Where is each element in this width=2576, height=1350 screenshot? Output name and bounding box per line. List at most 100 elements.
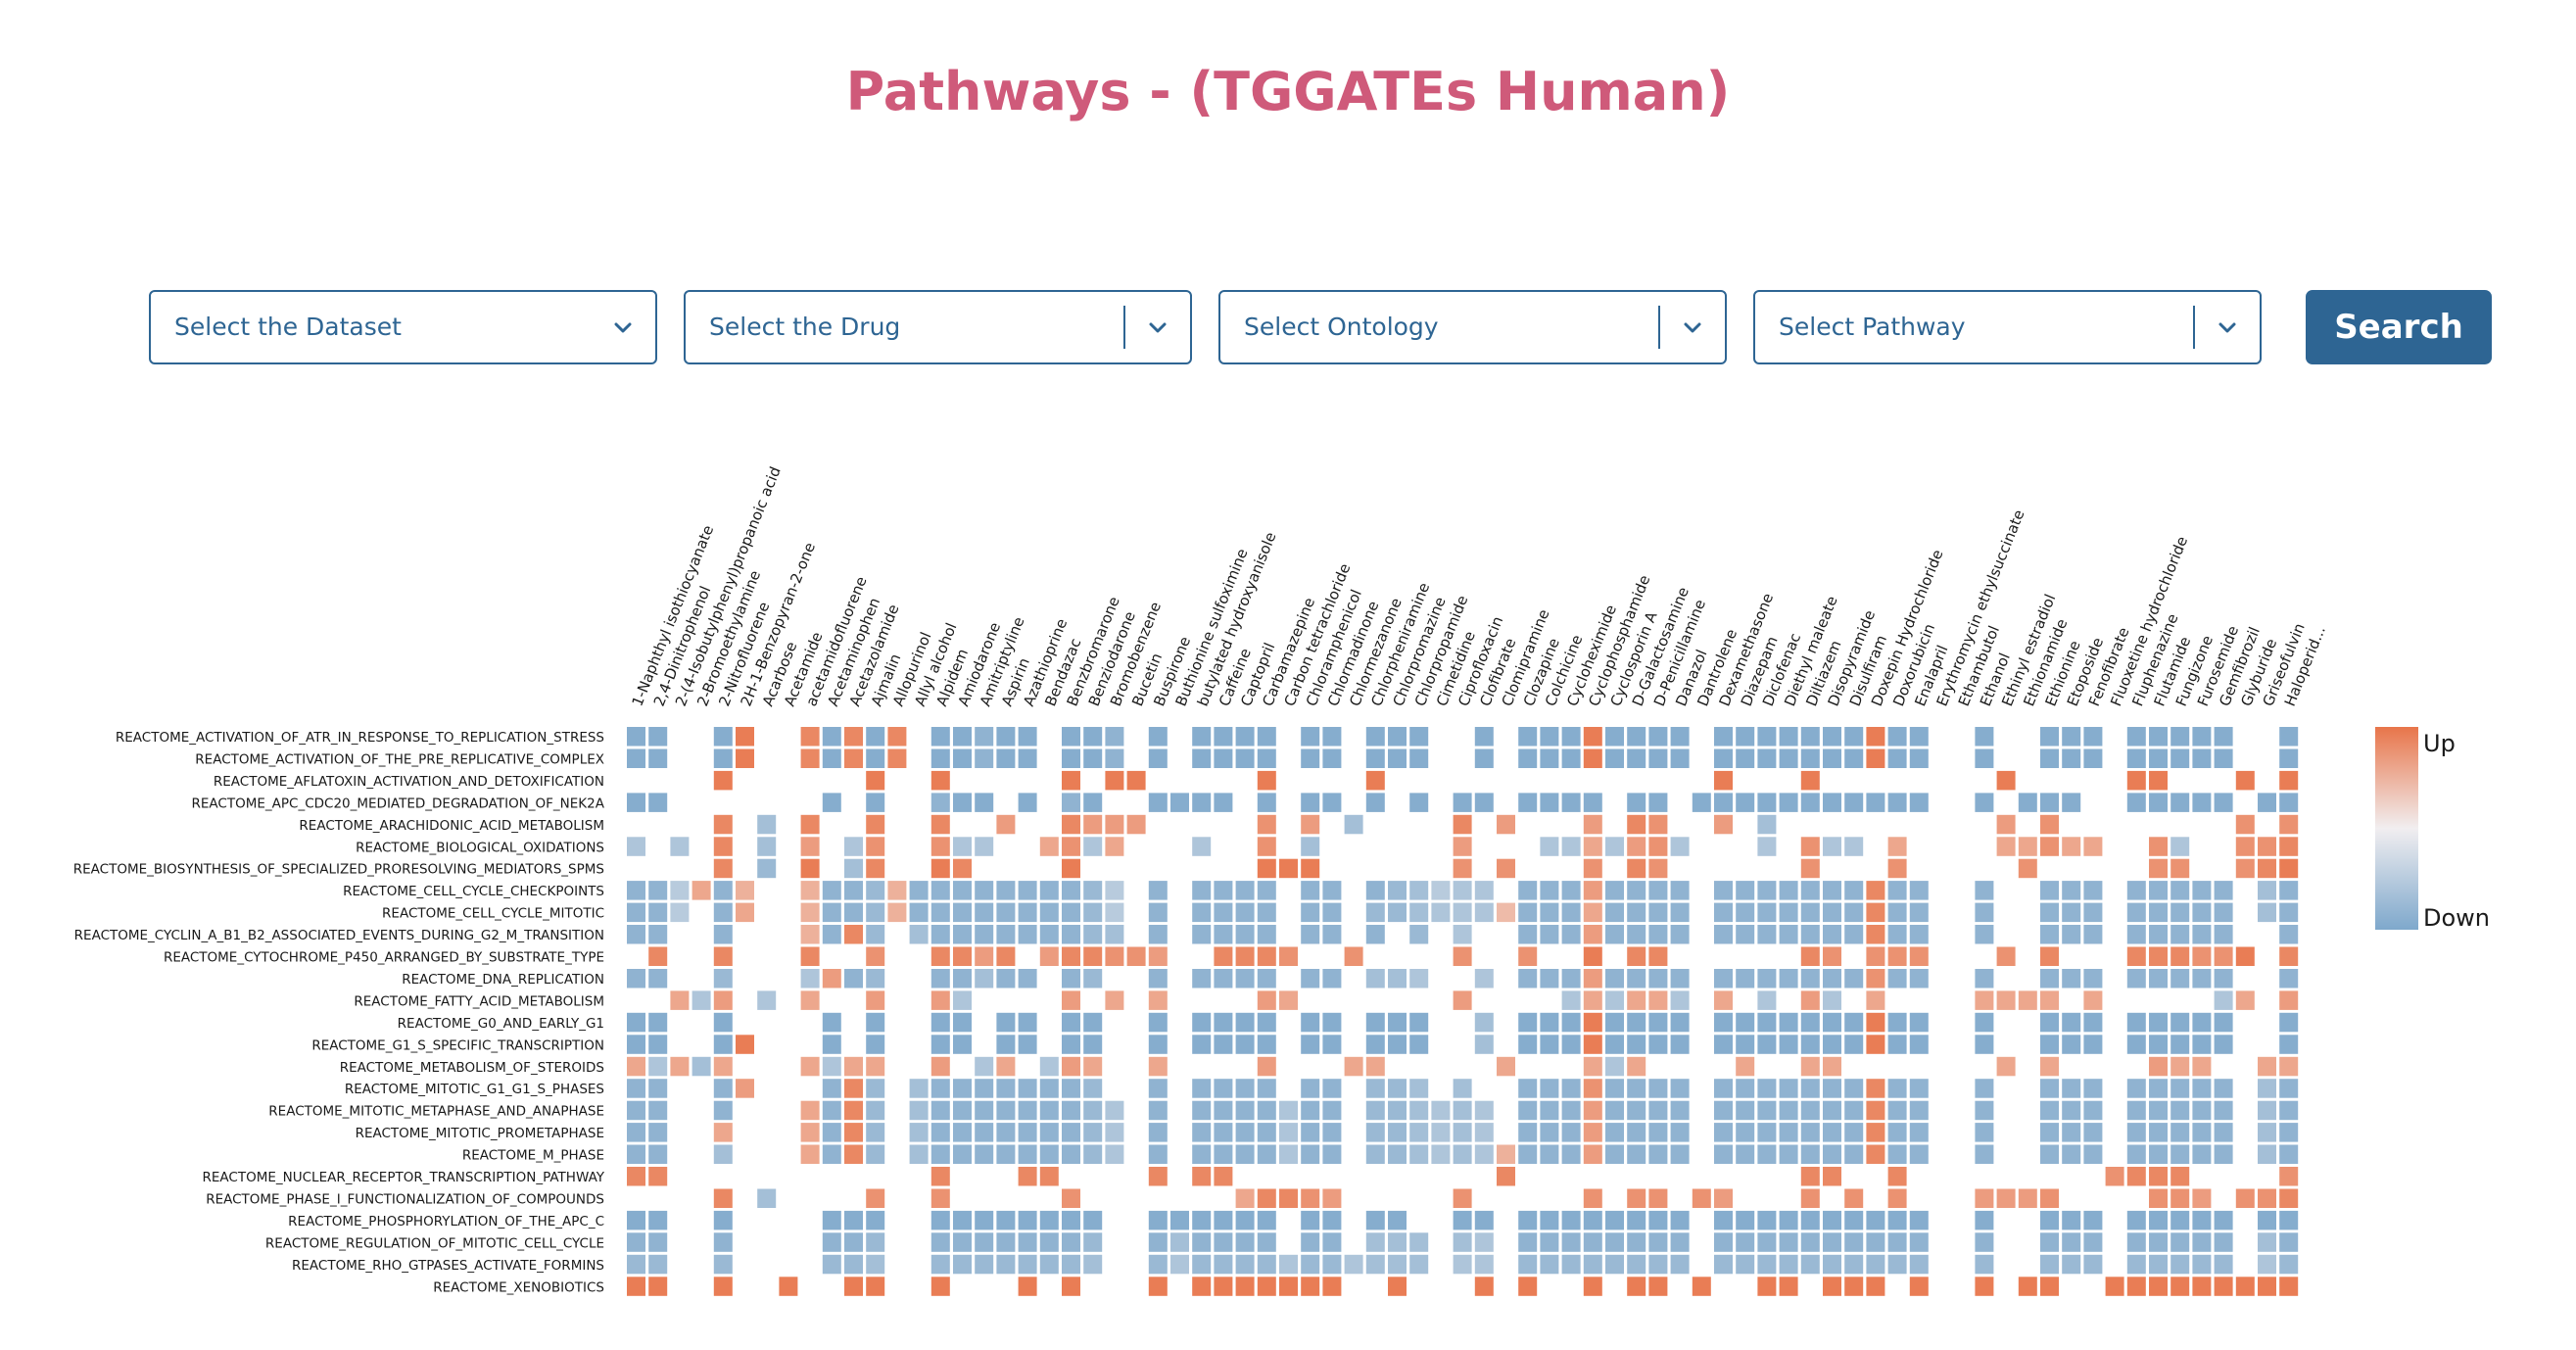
heatmap-cell — [930, 1079, 950, 1098]
heatmap-cell — [1453, 1079, 1472, 1098]
heatmap-cell — [996, 902, 1016, 923]
heatmap-cell — [1431, 1123, 1451, 1142]
heatmap-cell — [844, 881, 863, 900]
heatmap-cell — [975, 1210, 994, 1230]
heatmap-cell — [2214, 881, 2233, 900]
heatmap-cell — [713, 748, 733, 768]
heatmap-cell — [1866, 881, 1885, 900]
heatmap-cell — [1062, 1232, 1080, 1252]
heatmap-cell — [1670, 1123, 1690, 1142]
heatmap-cell — [1453, 902, 1472, 923]
heatmap-cell — [1757, 748, 1777, 768]
row-label: REACTOME_M_PHASE — [462, 1148, 604, 1164]
heatmap-cell — [1561, 1012, 1581, 1033]
heatmap-cell — [1800, 1056, 1820, 1077]
chevron-down-icon[interactable] — [1678, 313, 1707, 343]
heatmap-cell — [1039, 1056, 1059, 1077]
heatmap-cell — [1148, 1035, 1168, 1054]
heatmap-cell — [713, 902, 733, 923]
heatmap-cell — [1800, 969, 1820, 988]
heatmap-cell — [2192, 902, 2212, 923]
heatmap-cell — [2214, 990, 2233, 1010]
heatmap-cell — [1148, 881, 1168, 900]
heatmap-cell — [887, 881, 907, 900]
heatmap-cell — [844, 969, 863, 988]
heatmap-cell — [1648, 837, 1668, 856]
heatmap-cell — [1062, 946, 1080, 966]
heatmap-cell — [1083, 1079, 1103, 1098]
dataset-select[interactable]: Select the Dataset — [149, 290, 657, 364]
heatmap-cell — [1909, 1144, 1929, 1164]
heatmap-cell — [2235, 858, 2255, 879]
heatmap-cell — [1214, 793, 1233, 812]
heatmap-cell — [1105, 727, 1124, 747]
heatmap-cell — [2214, 1100, 2233, 1121]
heatmap-cell — [2171, 881, 2190, 900]
heatmap-cell — [1497, 1056, 1515, 1077]
heatmap-cell — [1322, 793, 1342, 812]
heatmap-cell — [1561, 727, 1581, 747]
heatmap-cell — [1583, 727, 1602, 747]
heatmap-cell — [1800, 837, 1820, 856]
heatmap-cell — [1887, 1012, 1907, 1033]
ontology-select[interactable]: Select Ontology — [1218, 290, 1727, 364]
heatmap-cell — [822, 1056, 841, 1077]
heatmap-cell — [1561, 1100, 1581, 1121]
heatmap-cell — [1518, 1123, 1538, 1142]
heatmap-cell — [1105, 881, 1124, 900]
heatmap-cell — [975, 727, 994, 747]
heatmap-cell — [1844, 881, 1864, 900]
heatmap-cell — [2192, 1144, 2212, 1164]
heatmap-cell — [627, 1100, 645, 1121]
heatmap-cell — [1714, 727, 1733, 747]
heatmap-cell — [1062, 748, 1080, 768]
heatmap-cell — [1692, 1188, 1711, 1208]
heatmap-cell — [1235, 1277, 1255, 1296]
heatmap-cell — [1062, 814, 1080, 835]
heatmap-cell — [2083, 1012, 2103, 1033]
heatmap-cell — [1388, 1254, 1407, 1275]
heatmap-cell — [996, 1079, 1016, 1098]
heatmap-cell — [2062, 727, 2081, 747]
heatmap-cell — [1388, 1035, 1407, 1054]
heatmap-cell — [1518, 793, 1538, 812]
heatmap-cell — [2040, 902, 2059, 923]
heatmap-cell — [866, 946, 885, 966]
heatmap-cell — [996, 1232, 1016, 1252]
heatmap-cell — [975, 837, 994, 856]
heatmap-cell — [2126, 1232, 2146, 1252]
heatmap-cell — [2126, 902, 2146, 923]
heatmap-cell — [1365, 1254, 1385, 1275]
chevron-down-icon[interactable] — [2213, 313, 2242, 343]
heatmap-cell — [1540, 1035, 1559, 1054]
heatmap-cell — [1257, 990, 1276, 1010]
heatmap-cell — [2083, 1144, 2103, 1164]
heatmap-cell — [1257, 946, 1276, 966]
row-label: REACTOME_APC_CDC20_MEDIATED_DEGRADATION_… — [192, 796, 605, 811]
heatmap-cell — [1909, 748, 1929, 768]
heatmap-cell — [1975, 881, 1994, 900]
pathway-select[interactable]: Select Pathway — [1753, 290, 2262, 364]
heatmap-cell — [1192, 1144, 1212, 1164]
heatmap-cell — [1039, 1254, 1059, 1275]
drug-select[interactable]: Select the Drug — [684, 290, 1192, 364]
heatmap-cell — [975, 946, 994, 966]
heatmap-cell — [1844, 925, 1864, 944]
heatmap-cell — [2149, 1210, 2168, 1230]
heatmap-cell — [1714, 1079, 1733, 1098]
heatmap-cell — [1301, 925, 1320, 944]
heatmap-cell — [1083, 1254, 1103, 1275]
heatmap-cell — [953, 1035, 972, 1054]
heatmap-cell — [844, 1210, 863, 1230]
chevron-down-icon[interactable] — [1143, 313, 1172, 343]
heatmap-cell — [1497, 902, 1515, 923]
heatmap-cell — [1474, 727, 1494, 747]
heatmap-cell — [2192, 793, 2212, 812]
heatmap-cell — [1583, 858, 1602, 879]
heatmap-cell — [1018, 1035, 1037, 1054]
heatmap-cell — [627, 1144, 645, 1164]
heatmap-cell — [2149, 1144, 2168, 1164]
search-button[interactable]: Search — [2306, 290, 2492, 364]
heatmap-cell — [800, 990, 820, 1010]
heatmap-cell — [2171, 1144, 2190, 1164]
